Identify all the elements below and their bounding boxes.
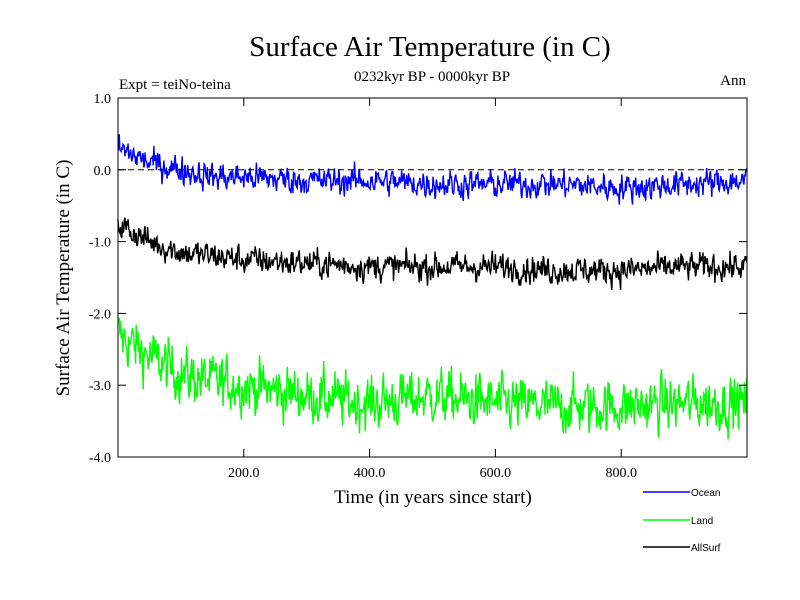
legend-label-ocean: Ocean — [691, 488, 720, 499]
series-line-ocean — [117, 134, 748, 205]
chart-title: Surface Air Temperature (in C) — [249, 31, 610, 63]
plot-frame — [117, 97, 748, 458]
x-tick-label: 600.0 — [480, 466, 512, 481]
x-tick-label: 800.0 — [605, 466, 637, 481]
y-axis-label: Surface Air Temperature (in C) — [53, 160, 74, 397]
x-tick-label: 400.0 — [354, 466, 386, 481]
experiment-label: Expt = teiNo-teina — [119, 77, 231, 93]
chart-subtitle: 0232kyr BP - 0000kyr BP — [354, 69, 510, 85]
y-tick-label: 1.0 — [94, 92, 112, 107]
series-line-allsurf — [117, 217, 748, 290]
y-tick-label: -4.0 — [89, 451, 111, 466]
x-axis-label: Time (in years since start) — [334, 487, 532, 508]
series-layer — [117, 134, 748, 440]
y-tick-label: -1.0 — [89, 236, 111, 251]
legend-label-land: Land — [691, 516, 713, 527]
y-tick-label: 0.0 — [94, 164, 112, 179]
season-label: Ann — [720, 73, 746, 89]
series-line-land — [117, 317, 748, 440]
y-tick-label: -2.0 — [89, 307, 111, 322]
y-tick-label: -3.0 — [89, 379, 111, 394]
legend-label-allsurf: AllSurf — [691, 543, 721, 554]
x-tick-label: 200.0 — [228, 466, 260, 481]
axis-ticks: 200.0 400.0 600.0 800.0 1.0 0.0 -1.0 -2.0 -3.0 -4… — [89, 92, 747, 481]
legend: Ocean Land AllSurf — [643, 488, 721, 554]
